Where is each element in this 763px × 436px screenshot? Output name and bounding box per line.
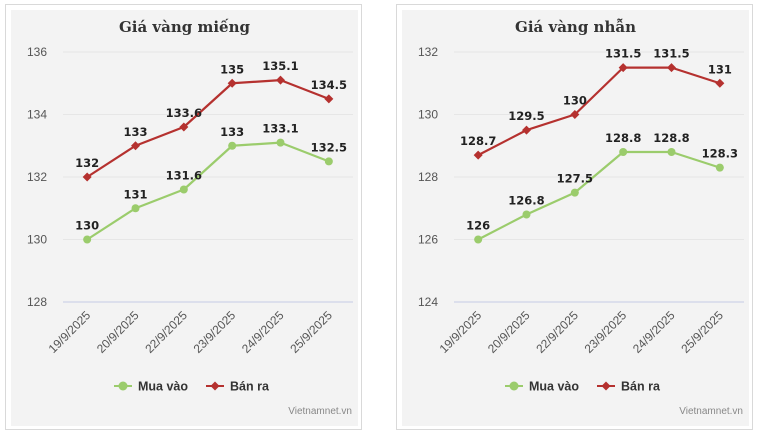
data-point <box>667 148 676 156</box>
data-point <box>473 150 483 160</box>
data-point <box>618 63 628 73</box>
legend-item-ban-ra[interactable]: Bán ra <box>230 380 270 394</box>
chart-title: Giá vàng miếng <box>119 18 251 36</box>
data-label: 128.3 <box>702 147 738 161</box>
chart-title: Giá vàng nhẫn <box>515 18 636 36</box>
series-line-mua-vao <box>477 150 721 241</box>
data-point <box>619 148 628 156</box>
chart-panel-2: Giá vàng nhẫn 124 126 128 130 132 19/9/2025 20/… <box>396 4 753 430</box>
data-label: 128.8 <box>653 131 689 145</box>
data-point <box>324 94 334 104</box>
credit-text: Vietnamnet.vn <box>288 406 352 417</box>
data-point <box>276 75 285 85</box>
data-point <box>715 163 724 172</box>
credit-text: Vietnamnet.vn <box>679 406 743 417</box>
y-tick-label: 130 <box>418 108 438 122</box>
series-line-mua-vao <box>86 141 330 241</box>
chart-background <box>11 10 358 426</box>
data-label: 133 <box>123 125 147 139</box>
series-line-ban-ra <box>477 66 721 157</box>
data-label: 127.5 <box>557 172 593 186</box>
y-tick-label: 136 <box>27 45 47 59</box>
data-point <box>83 235 92 244</box>
legend-marker <box>210 381 220 391</box>
data-point <box>227 78 237 88</box>
data-point <box>324 157 333 166</box>
data-label: 130 <box>75 219 99 233</box>
data-point <box>715 78 725 88</box>
y-tick-label: 130 <box>27 233 47 247</box>
data-label: 131.6 <box>166 169 202 183</box>
data-label: 135.1 <box>262 59 298 73</box>
y-tick-label: 128 <box>27 295 47 309</box>
data-label: 129.5 <box>508 109 544 123</box>
data-label: 128.8 <box>605 131 641 145</box>
data-point <box>276 138 285 147</box>
data-point <box>228 141 237 150</box>
data-label: 134.5 <box>311 78 347 92</box>
y-tick-label: 132 <box>27 170 47 184</box>
data-label: 132.5 <box>311 140 347 154</box>
data-label: 133.6 <box>166 106 202 120</box>
chart-panel-1: Giá vàng miếng 128 130 132 134 136 19/9/2025 20… <box>5 4 362 430</box>
legend-item-ban-ra[interactable]: Bán ra <box>621 380 661 394</box>
data-label: 131 <box>708 62 732 76</box>
data-point <box>570 110 580 119</box>
y-tick-label: 124 <box>418 295 438 309</box>
legend-item-mua-vao[interactable]: Mua vào <box>138 380 188 394</box>
data-label: 133 <box>220 125 244 139</box>
series-line-ban-ra <box>86 79 330 178</box>
data-label: 131.5 <box>605 47 641 61</box>
data-label: 131.5 <box>653 47 689 61</box>
data-label: 131 <box>123 187 147 201</box>
legend-marker <box>118 381 128 391</box>
y-tick-label: 128 <box>418 170 438 184</box>
data-point <box>179 185 188 194</box>
data-label: 126.8 <box>508 194 544 208</box>
legend-marker <box>601 381 611 391</box>
data-point <box>131 204 140 213</box>
y-tick-label: 134 <box>27 108 47 122</box>
data-label: 133.1 <box>262 122 298 136</box>
legend-marker <box>509 381 519 391</box>
data-point <box>179 122 189 132</box>
data-point <box>522 125 531 135</box>
data-point <box>131 141 140 151</box>
legend-item-mua-vao[interactable]: Mua vào <box>529 380 579 394</box>
y-tick-label: 126 <box>418 233 438 247</box>
data-label: 126 <box>466 219 490 233</box>
data-label: 130 <box>563 94 587 108</box>
data-point <box>474 235 483 244</box>
data-point <box>667 63 676 73</box>
data-point <box>82 172 92 182</box>
data-label: 135 <box>220 62 244 76</box>
data-label: 132 <box>75 156 99 170</box>
chart-background <box>402 10 749 426</box>
data-point <box>522 210 531 219</box>
data-label: 128.7 <box>460 134 496 148</box>
y-tick-label: 132 <box>418 45 438 59</box>
data-point <box>570 188 579 197</box>
